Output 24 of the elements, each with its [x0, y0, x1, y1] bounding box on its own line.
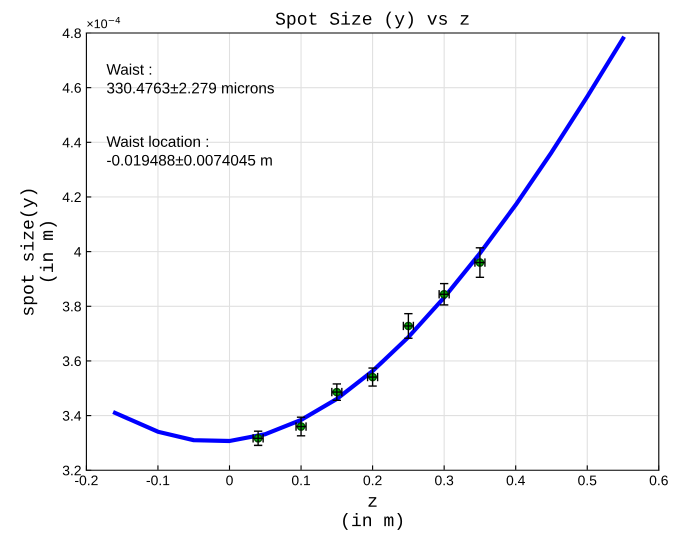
y-tick-label: 3.6 [62, 356, 81, 366]
x-tick-label: -0.2 [75, 475, 98, 486]
x-tick-label: -0.1 [146, 475, 170, 486]
y-tick-label: 4.8 [62, 28, 81, 38]
x-tick-label: 0.2 [363, 475, 382, 486]
y-tick-label: 3.4 [62, 410, 82, 421]
y-tick-label: 3.2 [62, 466, 81, 476]
y-tick-label: 4.2 [62, 192, 81, 202]
x-tick-label: 0.3 [435, 475, 454, 486]
y-tick-label: 3.8 [62, 302, 81, 312]
x-axis-title: z (in m) [343, 497, 402, 530]
y-tick-label: 4.4 [62, 138, 82, 148]
chart-title: Spot Size (y) vs z [276, 12, 469, 28]
y-tick-label: 4.6 [62, 82, 81, 93]
annotation: Waist location : -0.019488±0.0074045 m [106, 136, 272, 166]
x-tick-label: 0 [226, 475, 233, 486]
annotation: Waist : 330.4763±2.279 microns [106, 64, 274, 94]
y-tick-label: 4 [74, 247, 82, 257]
x-tick-label: 0.1 [292, 475, 310, 486]
x-tick-label: 0.4 [506, 475, 525, 486]
text: ×10$^{−4}$ [87, 16, 120, 28]
x-tick-label: 0.5 [578, 475, 596, 486]
y-axis-title: spot size(y) (in m) [20, 190, 57, 316]
x-tick-label: 0.6 [650, 475, 668, 486]
